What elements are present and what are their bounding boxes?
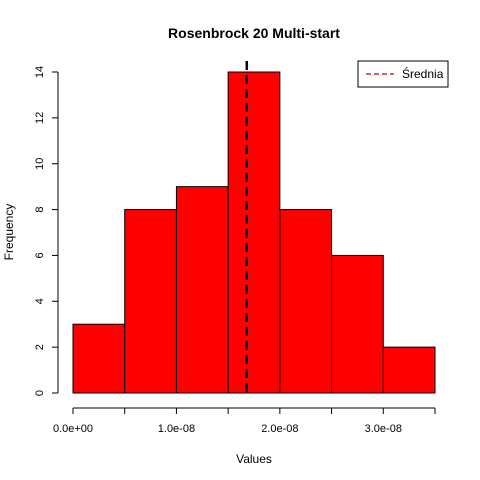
x-tick-label-2: 1.0e-08 [158, 423, 195, 435]
y-tick-label-7: 14 [34, 66, 46, 78]
legend: Średnia [357, 60, 449, 88]
histogram-bar-6 [331, 254, 384, 394]
y-tick-label-6: 12 [34, 112, 46, 124]
x-tick-label-4: 2.0e-08 [261, 423, 298, 435]
y-tick-label-3: 6 [34, 252, 46, 258]
histogram-bar-1 [72, 323, 126, 394]
histogram-bar-4 [227, 71, 281, 394]
histogram-bar-5 [279, 209, 333, 394]
x-tick-label-6: 3.0e-08 [365, 423, 402, 435]
y-tick-label-0: 0 [34, 390, 46, 396]
legend-mean-label: Średnia [402, 66, 444, 81]
histogram-bar-2 [124, 209, 177, 394]
y-tick-label-1: 2 [34, 344, 46, 350]
y-axis-label: Frequency [2, 204, 16, 261]
y-tick-label-5: 10 [34, 158, 46, 170]
axes-layer: 0.0e+00 1.0e-08 2.0e-08 3.0e-08 0 2 4 6 8 10 12 14 [34, 66, 436, 435]
y-tick-label-2: 4 [34, 298, 46, 304]
y-tick-label-4: 8 [34, 207, 46, 213]
chart-title: Rosenbrock 20 Multi-start [168, 25, 340, 41]
x-tick-label-0: 0.0e+00 [53, 423, 93, 435]
x-axis-label: Values [236, 452, 272, 466]
bars-layer [72, 71, 436, 394]
histogram-bar-3 [175, 186, 229, 394]
histogram-bar-7 [382, 346, 436, 394]
legend-box [357, 60, 449, 88]
